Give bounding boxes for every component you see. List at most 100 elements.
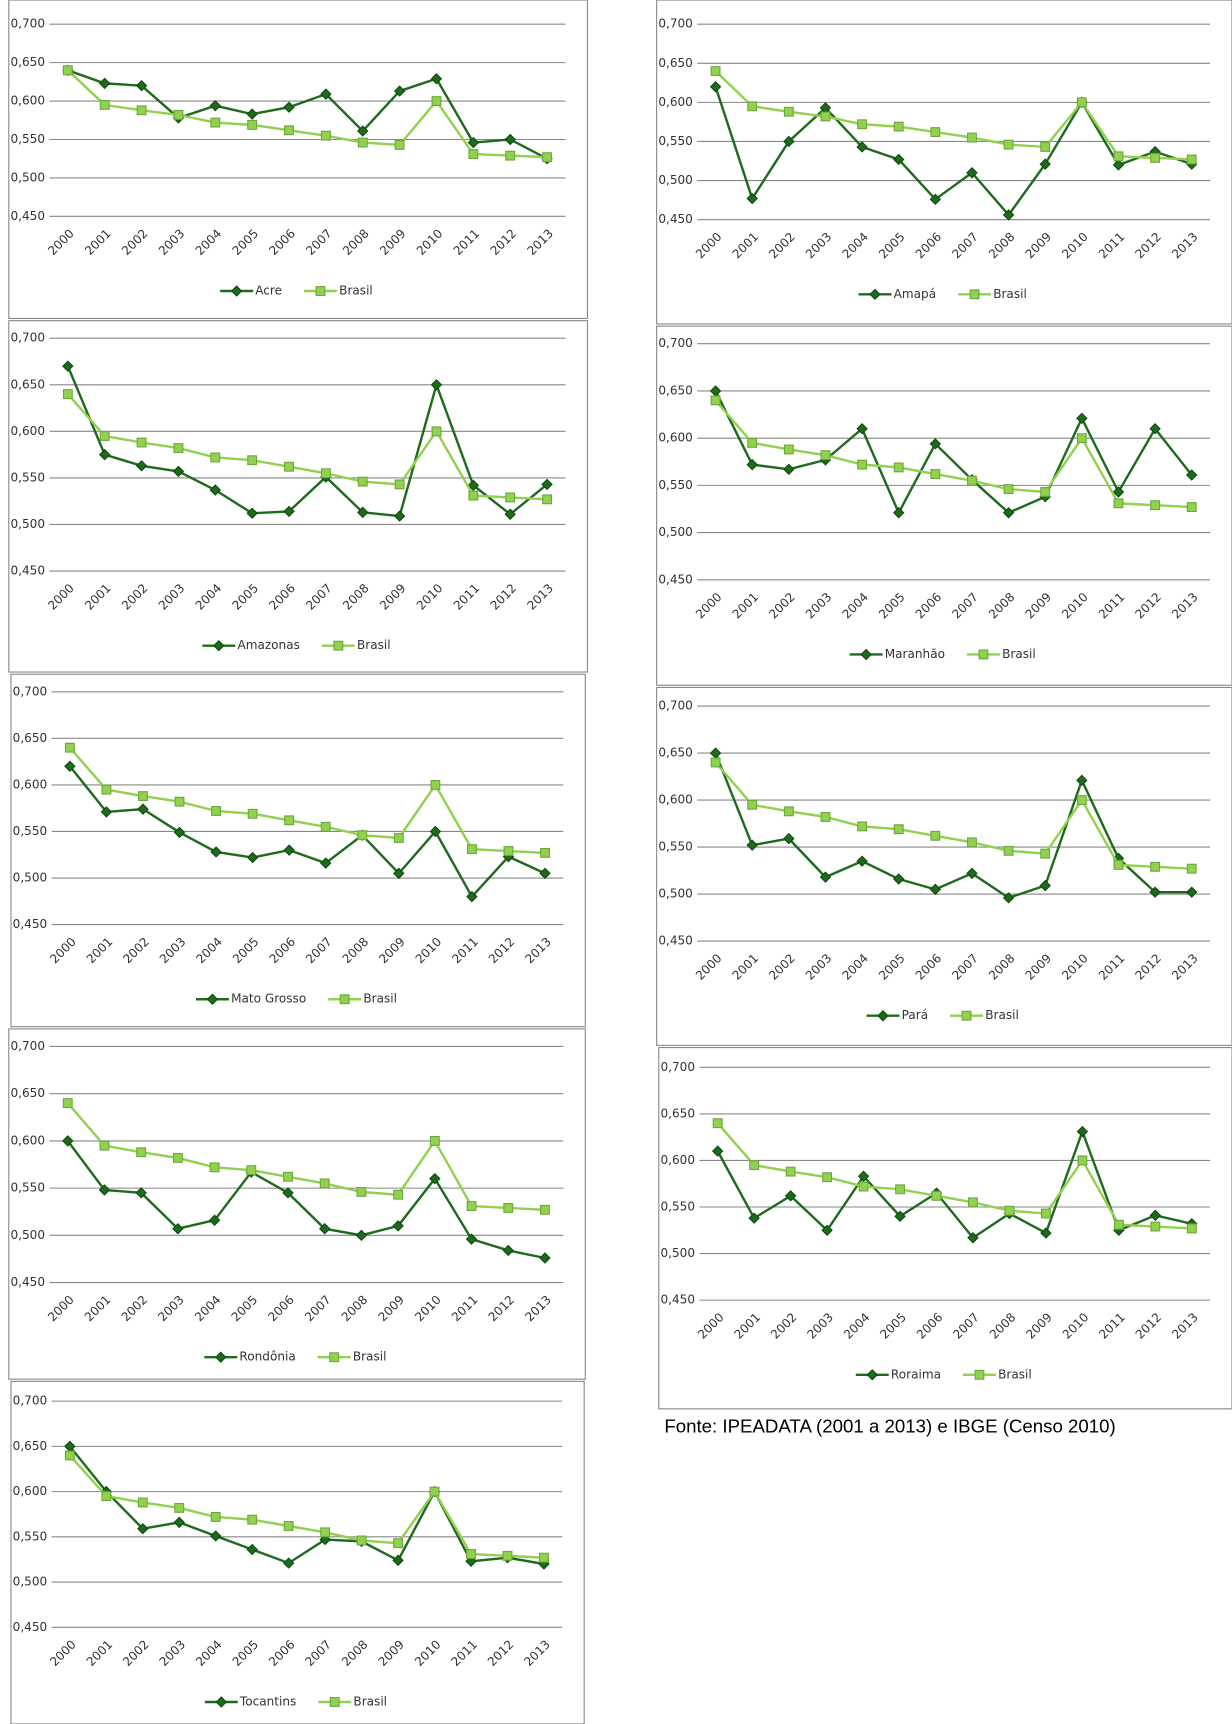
marker — [282, 1187, 294, 1199]
marker — [1076, 97, 1087, 108]
marker — [246, 851, 259, 864]
y-tick-label: 0,500 — [658, 525, 693, 539]
marker — [64, 760, 76, 773]
marker — [974, 1369, 985, 1380]
marker — [966, 867, 978, 880]
marker — [894, 1210, 906, 1223]
marker — [173, 1516, 185, 1529]
marker — [1112, 159, 1125, 171]
marker — [895, 1184, 905, 1195]
marker — [64, 1450, 75, 1461]
marker — [967, 837, 977, 848]
marker — [746, 839, 758, 851]
marker — [284, 815, 295, 826]
marker — [929, 193, 942, 206]
legend: Rondônia Brasil — [204, 1350, 386, 1364]
marker — [709, 81, 722, 93]
y-tick-label: 0,500 — [10, 1228, 45, 1242]
marker — [1076, 412, 1088, 425]
marker — [284, 461, 294, 472]
marker — [746, 458, 758, 471]
series-line — [714, 390, 1193, 516]
marker — [315, 286, 326, 296]
series-line — [714, 752, 1192, 900]
marker — [1113, 151, 1124, 162]
marker — [1002, 507, 1015, 519]
marker — [1040, 1208, 1051, 1219]
marker — [174, 796, 185, 807]
marker — [746, 192, 758, 205]
y-tick-label: 0,550 — [10, 470, 45, 484]
legend-label: Mato Grosso — [231, 992, 306, 1006]
marker — [967, 475, 977, 486]
marker — [930, 127, 941, 138]
marker — [539, 867, 551, 880]
marker — [978, 649, 989, 660]
series-line — [714, 761, 1192, 870]
marker — [247, 808, 258, 819]
marker — [209, 99, 222, 112]
panel-frame — [656, 325, 1232, 686]
legend-label: Rondônia — [239, 1350, 295, 1364]
marker — [465, 1233, 478, 1245]
y-tick-label: 0,550 — [658, 134, 693, 148]
marker — [429, 1135, 440, 1146]
marker — [393, 1189, 404, 1200]
y-tick-label: 0,650 — [10, 377, 45, 391]
marker — [968, 1197, 978, 1208]
marker — [892, 507, 905, 519]
marker — [539, 1252, 551, 1264]
marker — [247, 1514, 258, 1525]
legend-label: Brasil — [339, 284, 373, 298]
y-tick-label: 0,550 — [10, 132, 45, 146]
series-line — [66, 393, 548, 501]
marker — [320, 821, 331, 832]
marker — [1003, 845, 1014, 856]
series-line — [68, 1454, 545, 1559]
legend-label: Brasil — [985, 1008, 1019, 1022]
marker — [430, 779, 441, 790]
panel-frame — [658, 1047, 1232, 1410]
marker — [857, 821, 868, 832]
marker — [505, 150, 516, 161]
marker — [892, 153, 905, 166]
y-tick-label: 0,500 — [13, 871, 48, 885]
marker — [172, 465, 185, 478]
marker — [392, 1220, 404, 1232]
marker — [172, 1152, 183, 1163]
marker — [502, 1550, 513, 1561]
series-line — [68, 746, 546, 855]
panel-frame — [10, 1380, 585, 1724]
marker — [357, 506, 369, 519]
marker — [173, 109, 184, 120]
marker — [357, 830, 368, 841]
marker — [893, 824, 904, 835]
marker — [283, 101, 295, 113]
marker — [99, 99, 110, 110]
marker — [320, 468, 331, 479]
marker — [783, 106, 794, 117]
marker — [101, 784, 112, 795]
marker — [356, 1535, 367, 1546]
marker — [1076, 433, 1087, 444]
marker — [1003, 139, 1014, 150]
marker — [430, 73, 443, 85]
marker — [710, 395, 721, 406]
marker — [246, 108, 258, 120]
source-note: Fonte: IPEADATA (2001 a 2013) e IBGE (Ce… — [664, 1415, 1115, 1436]
marker — [747, 101, 758, 112]
marker — [394, 479, 405, 490]
marker — [869, 288, 881, 301]
marker — [99, 1140, 110, 1151]
marker — [209, 484, 222, 496]
marker — [320, 1527, 331, 1538]
marker — [64, 742, 75, 753]
marker — [136, 437, 147, 448]
marker — [466, 844, 477, 855]
y-tick-label: 0,650 — [13, 1439, 48, 1453]
marker — [969, 289, 980, 300]
marker — [392, 1554, 404, 1567]
marker — [783, 444, 794, 455]
marker — [98, 448, 111, 461]
y-tick-label: 0,500 — [661, 1246, 696, 1260]
